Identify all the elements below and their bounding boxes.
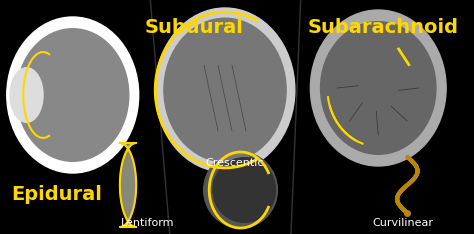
Ellipse shape bbox=[310, 10, 446, 166]
Polygon shape bbox=[120, 143, 136, 227]
Circle shape bbox=[213, 158, 275, 222]
Ellipse shape bbox=[10, 68, 43, 122]
Text: Crescentic: Crescentic bbox=[205, 158, 264, 168]
Text: Subdural: Subdural bbox=[145, 18, 244, 37]
Ellipse shape bbox=[7, 17, 139, 173]
Text: Epidural: Epidural bbox=[12, 186, 102, 205]
Text: Curvilinear: Curvilinear bbox=[372, 218, 433, 228]
Circle shape bbox=[204, 152, 277, 228]
Ellipse shape bbox=[320, 22, 436, 154]
Text: Lentiform: Lentiform bbox=[121, 218, 174, 228]
Ellipse shape bbox=[164, 18, 286, 162]
Ellipse shape bbox=[155, 8, 295, 172]
Ellipse shape bbox=[17, 29, 129, 161]
Text: Subarachnoid: Subarachnoid bbox=[308, 18, 459, 37]
